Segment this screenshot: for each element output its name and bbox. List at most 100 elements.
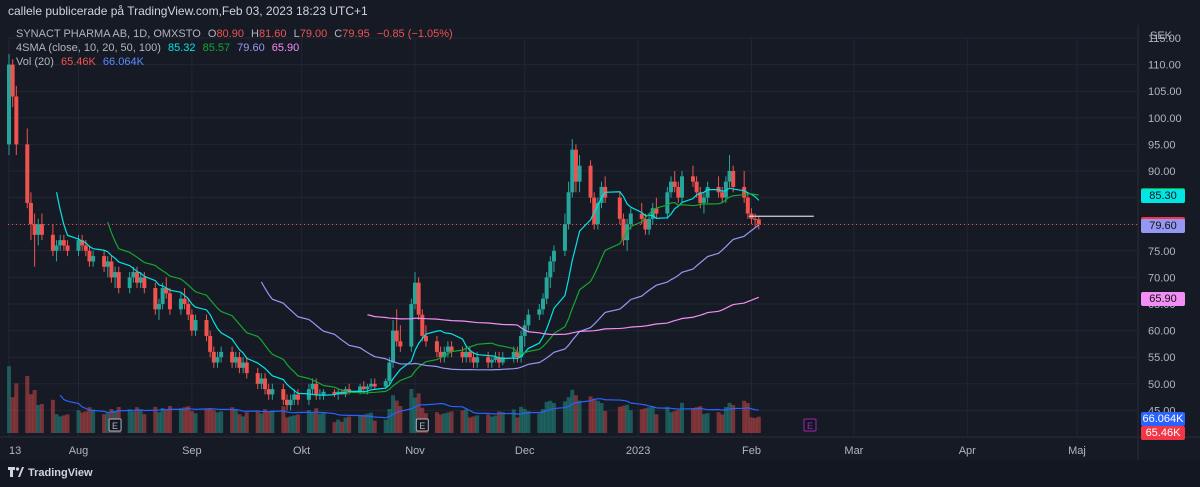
candle-body (102, 256, 107, 267)
candle-body (756, 219, 761, 225)
candle-body (347, 389, 352, 392)
candle-body (281, 389, 286, 400)
candle-body (562, 224, 567, 251)
volume-bar (756, 416, 761, 433)
volume-bar (445, 412, 450, 433)
volume-bar (281, 406, 286, 433)
candle-body (570, 149, 575, 193)
volume-bar (336, 419, 341, 433)
volume-bar (7, 366, 11, 433)
candle-body (10, 64, 15, 97)
sma20-line (107, 193, 759, 394)
volume-bar (270, 410, 275, 433)
volume-bar (672, 411, 677, 433)
candle-body (91, 256, 96, 262)
volume-bar (167, 406, 172, 433)
x-tick-label: Maj (1068, 445, 1086, 457)
volume-bar (263, 409, 268, 433)
candle-body (654, 208, 659, 214)
volume-bar (310, 412, 315, 433)
candle-body (497, 357, 502, 363)
candle-body (423, 335, 428, 342)
candle-body (288, 399, 293, 406)
y-tick-label: 110.00 (1148, 60, 1181, 72)
candle-body (460, 351, 465, 358)
volume-bar (467, 417, 472, 433)
volume-bar (80, 412, 85, 433)
candle-body (694, 181, 699, 193)
volume-bar (727, 402, 732, 433)
candle-body (588, 165, 593, 198)
volume-bar (387, 409, 392, 433)
ohlc-open: O80.90 (207, 28, 244, 40)
candle-body (577, 165, 582, 182)
candle-body (332, 391, 337, 395)
y-tick-label: 115.00 (1148, 33, 1181, 45)
volume-bar (182, 407, 187, 433)
candle-body (621, 218, 626, 241)
volume-bar (36, 405, 41, 433)
volume-bar (489, 416, 494, 433)
volume-bar (160, 408, 165, 433)
sma50-value: 79.60 (237, 42, 265, 54)
volume-bar (186, 406, 191, 433)
candle-body (32, 224, 37, 235)
candle-body (365, 386, 370, 390)
candle-body (519, 335, 524, 358)
candle-body (372, 383, 377, 387)
candle-body (500, 357, 505, 363)
candle-body (211, 351, 216, 363)
volume-bar (551, 403, 556, 433)
volume-bar (573, 395, 578, 433)
volume-bar (317, 413, 322, 433)
volume-bar (701, 414, 706, 433)
earnings-marker-box (803, 418, 817, 432)
volume-bar (76, 410, 81, 433)
volume-bar (595, 400, 600, 433)
volume-bar (204, 409, 209, 433)
footer-bar (0, 460, 1200, 487)
volume-bar (647, 407, 652, 433)
candle-body (28, 202, 33, 225)
earnings-marker[interactable]: E (803, 418, 817, 432)
volume-bar (669, 412, 674, 433)
candle-body (116, 272, 121, 289)
candle-body (295, 394, 300, 400)
candle-body (617, 197, 622, 219)
symbol-name: SYNACT PHARMA AB, 1D, OMXSTO (16, 28, 201, 40)
candle-body (595, 202, 600, 225)
candle-body (160, 288, 165, 304)
volume-bar (731, 405, 736, 433)
volume-bar (208, 408, 213, 433)
tradingview-brand[interactable]: TradingView (8, 467, 93, 479)
earnings-marker[interactable]: E (415, 418, 429, 432)
volume-bar (332, 422, 337, 433)
volume-bar (178, 408, 183, 433)
volume-bar (519, 406, 524, 433)
candle-body (628, 213, 633, 225)
x-tick-label: Apr (959, 445, 976, 457)
volume-bar (138, 409, 143, 433)
volume-bar (698, 406, 703, 433)
volume-bar (127, 409, 132, 433)
candle-body (186, 304, 191, 315)
volume-bar (592, 398, 597, 433)
volume-bar (25, 376, 30, 433)
volume-bar (156, 412, 161, 433)
candle-body (445, 346, 450, 352)
volume-bar (321, 412, 326, 433)
x-tick-label: 13 (9, 445, 21, 457)
earnings-marker[interactable]: E (108, 418, 122, 432)
y-tick-label: 55.00 (1148, 352, 1176, 364)
volume-bar (625, 404, 630, 433)
volume-bar (566, 397, 571, 433)
earnings-marker-label: E (419, 421, 425, 431)
candle-body (701, 197, 706, 203)
volume-bar (617, 406, 622, 433)
volume-bar (749, 417, 754, 433)
volume-bar (358, 415, 363, 433)
candle-body (263, 378, 268, 390)
volume-bar (153, 406, 158, 433)
price-tag: 79.60 (1141, 219, 1185, 234)
